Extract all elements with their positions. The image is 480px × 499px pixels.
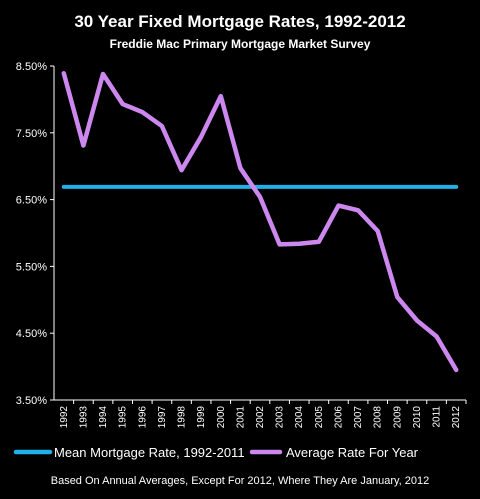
series-layer <box>61 71 459 373</box>
x-tick-label: 2003 <box>275 406 286 429</box>
y-tick-label: 5.50% <box>16 261 47 273</box>
x-tick-label: 1996 <box>137 406 148 429</box>
x-tick-label: 2011 <box>432 406 443 428</box>
y-tick-label: 6.50% <box>16 195 47 207</box>
y-tick-label: 8.50% <box>16 61 47 73</box>
y-tick-label: 7.50% <box>16 128 47 140</box>
x-tick-label: 1995 <box>118 406 129 429</box>
chart-subtitle: Freddie Mac Primary Mortgage Market Surv… <box>110 37 371 51</box>
x-tick-label: 2000 <box>216 406 227 429</box>
x-tick-label: 1997 <box>157 406 168 429</box>
x-tick-label: 2006 <box>333 406 344 429</box>
legend-label: Average Rate For Year <box>286 445 419 460</box>
x-tick-label: 1993 <box>78 406 89 429</box>
x-tick-label: 2010 <box>412 406 423 429</box>
x-tick-label: 2008 <box>373 406 384 429</box>
series-line-average-rate <box>61 71 459 373</box>
legend: Mean Mortgage Rate, 1992-2011 Average Rat… <box>13 445 419 460</box>
x-tick-label: 2004 <box>294 406 305 429</box>
x-tick-label: 1992 <box>59 406 70 429</box>
x-tick-label: 2009 <box>392 406 403 429</box>
x-tick-label: 2005 <box>314 406 325 429</box>
x-tick-label: 1994 <box>98 406 109 429</box>
chart-footnote: Based On Annual Averages, Except For 201… <box>51 475 430 487</box>
axes: 3.50% 4.50% 5.50% 6.50% 7.50% 8.50% 1992 1993 19… <box>16 61 467 429</box>
x-tick-label: 2001 <box>235 406 246 429</box>
x-tick-label: 1999 <box>196 406 207 429</box>
chart-title: 30 Year Fixed Mortgage Rates, 1992-2012 <box>74 12 405 31</box>
x-tick-label: 1998 <box>177 406 188 429</box>
y-tick-label: 4.50% <box>16 328 47 340</box>
x-tick-label: 2007 <box>353 406 364 429</box>
x-tick-label: 2012 <box>451 406 462 429</box>
x-tick-label: 2002 <box>255 406 266 429</box>
y-tick-label: 3.50% <box>16 395 47 407</box>
legend-label: Mean Mortgage Rate, 1992-2011 <box>54 445 245 460</box>
